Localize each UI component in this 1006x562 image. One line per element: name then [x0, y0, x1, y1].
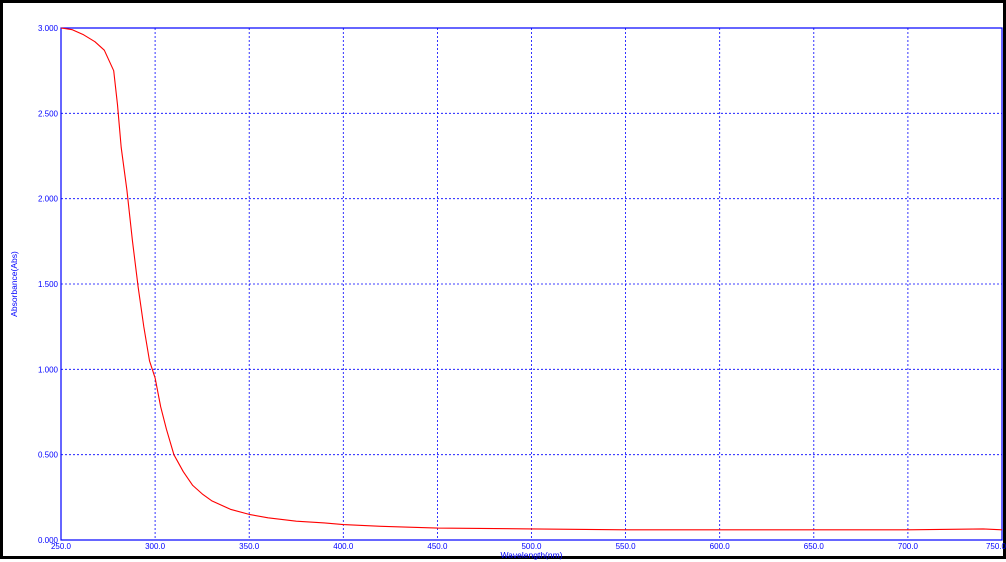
- y-tick-labels: 0.000 0.500 1.000 1.500 2.000 2.500 3.000: [38, 24, 59, 545]
- x-tick-label: 300.0: [145, 542, 166, 551]
- plot-border: [60, 27, 1003, 541]
- y-tick-label: 1.500: [38, 280, 59, 289]
- series-layer: [60, 27, 1003, 531]
- y-tick-label: 2.500: [38, 109, 59, 118]
- y-tick-label: 0.000: [38, 536, 59, 545]
- x-tick-label: 250.0: [51, 542, 72, 551]
- x-tick-label: 700.0: [898, 542, 919, 551]
- y-axis-title: Absorbance(Abs): [9, 251, 19, 317]
- x-tick-label: 450.0: [427, 542, 448, 551]
- y-tick-label: 3.000: [38, 24, 59, 33]
- absorbance-series-line: [60, 27, 1003, 531]
- x-tick-label: 400.0: [333, 542, 354, 551]
- grid-layer: [61, 28, 1002, 540]
- y-tick-label: 0.500: [38, 451, 59, 460]
- x-tick-labels: 250.0 300.0 350.0 400.0 450.0 500.0 550.0 600.0…: [51, 542, 1006, 551]
- absorbance-chart: 250.0 300.0 350.0 400.0 450.0 500.0 550.0 600.0…: [9, 24, 1006, 560]
- x-tick-label: 550.0: [616, 542, 637, 551]
- x-tick-label: 750.0: [986, 542, 1006, 551]
- x-tick-label: 350.0: [239, 542, 260, 551]
- y-tick-label: 1.000: [38, 365, 59, 374]
- x-tick-label: 650.0: [804, 542, 825, 551]
- x-tick-label: 600.0: [710, 542, 731, 551]
- x-axis-title: Wavelength(nm): [500, 550, 562, 560]
- x-tick-label: 500.0: [521, 542, 542, 551]
- y-tick-label: 2.000: [38, 195, 59, 204]
